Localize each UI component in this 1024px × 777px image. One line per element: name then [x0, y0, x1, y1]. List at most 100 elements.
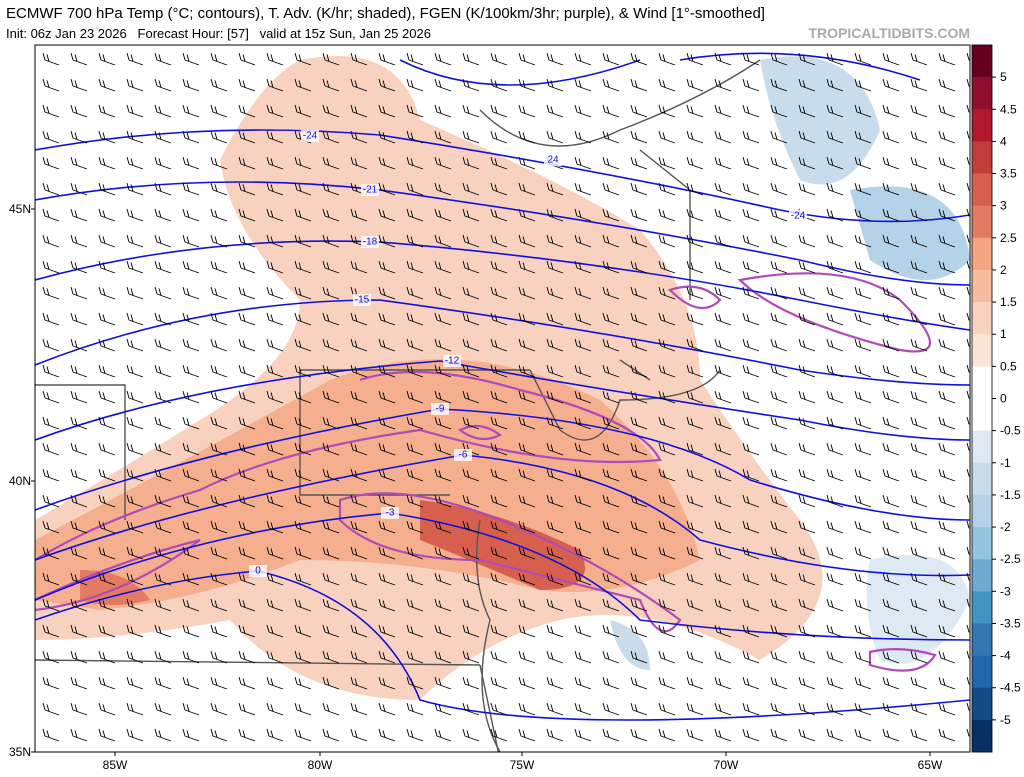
barb [322, 598, 340, 612]
barb [938, 572, 956, 586]
barb [826, 494, 844, 508]
barb [238, 156, 256, 170]
barb [854, 182, 872, 196]
map-frame [34, 44, 971, 753]
barb [70, 104, 88, 118]
barb [714, 234, 732, 248]
barb [742, 338, 760, 352]
barb [238, 234, 256, 248]
barb [434, 156, 452, 170]
barb [70, 442, 88, 456]
barb [714, 52, 732, 66]
barb [882, 208, 900, 222]
barb [210, 78, 228, 92]
barb [770, 338, 788, 352]
longitude-label: 70W [714, 758, 739, 772]
barb [602, 702, 620, 716]
barb [686, 286, 704, 300]
barb [182, 676, 200, 690]
barb [910, 260, 928, 274]
barb [966, 52, 970, 61]
barb [126, 234, 144, 248]
barb [266, 494, 284, 508]
barb [98, 650, 116, 664]
barb [770, 130, 788, 144]
barb [910, 182, 928, 196]
barb [98, 676, 116, 690]
barb [210, 104, 228, 118]
barb [714, 208, 732, 222]
barb [686, 156, 704, 170]
barb [966, 312, 970, 321]
barb [574, 312, 592, 326]
barb [518, 338, 536, 352]
barb [658, 442, 676, 456]
barb [826, 312, 844, 326]
barb [546, 52, 564, 66]
barb [854, 260, 872, 274]
barb [602, 208, 620, 222]
contour-label-bg [544, 154, 562, 166]
barb [294, 650, 312, 664]
barb [798, 78, 816, 92]
barb [630, 208, 648, 222]
barb [238, 572, 256, 586]
barb [826, 572, 844, 586]
barb [966, 338, 970, 347]
barb [686, 728, 704, 742]
barb [798, 234, 816, 248]
barb [742, 286, 760, 300]
barb [98, 468, 116, 482]
barb [294, 234, 312, 248]
colorbar-label: -1 [1000, 456, 1011, 470]
barb [518, 546, 536, 560]
barb [742, 416, 760, 430]
barb [518, 364, 536, 378]
barb [322, 546, 340, 560]
barb [602, 156, 620, 170]
barb [70, 52, 88, 66]
barb [70, 338, 88, 352]
barb [546, 598, 564, 612]
barb [910, 650, 928, 664]
latitude-label: 35N [9, 745, 31, 759]
barb [42, 546, 60, 560]
barb [602, 468, 620, 482]
barb [686, 624, 704, 638]
barb [266, 598, 284, 612]
barb [798, 494, 816, 508]
barb [658, 364, 676, 378]
barb [490, 78, 508, 92]
colorbar-swatch [972, 269, 992, 303]
barb [70, 364, 88, 378]
barb [182, 130, 200, 144]
barb [882, 52, 900, 66]
barb [546, 650, 564, 664]
barb [490, 52, 508, 66]
barb [238, 702, 256, 716]
barb [966, 286, 970, 295]
barb [574, 390, 592, 404]
barb [630, 364, 648, 378]
barb [574, 364, 592, 378]
colorbar-swatch [972, 77, 992, 110]
barb [826, 234, 844, 248]
barb [322, 702, 340, 716]
barb [322, 728, 340, 742]
barb [98, 702, 116, 716]
barb [658, 650, 676, 664]
barb [658, 494, 676, 508]
barb [966, 260, 970, 269]
contour-label-bg [431, 403, 449, 415]
barb [966, 104, 970, 113]
barb [630, 494, 648, 508]
colorbar-label: 3 [1000, 199, 1007, 213]
barb [798, 702, 816, 716]
barb [322, 364, 340, 378]
barb [378, 78, 396, 92]
colorbar-label: -4 [1000, 649, 1011, 663]
barb [238, 468, 256, 482]
barb [798, 728, 816, 742]
barb [966, 390, 970, 399]
barb [854, 624, 872, 638]
